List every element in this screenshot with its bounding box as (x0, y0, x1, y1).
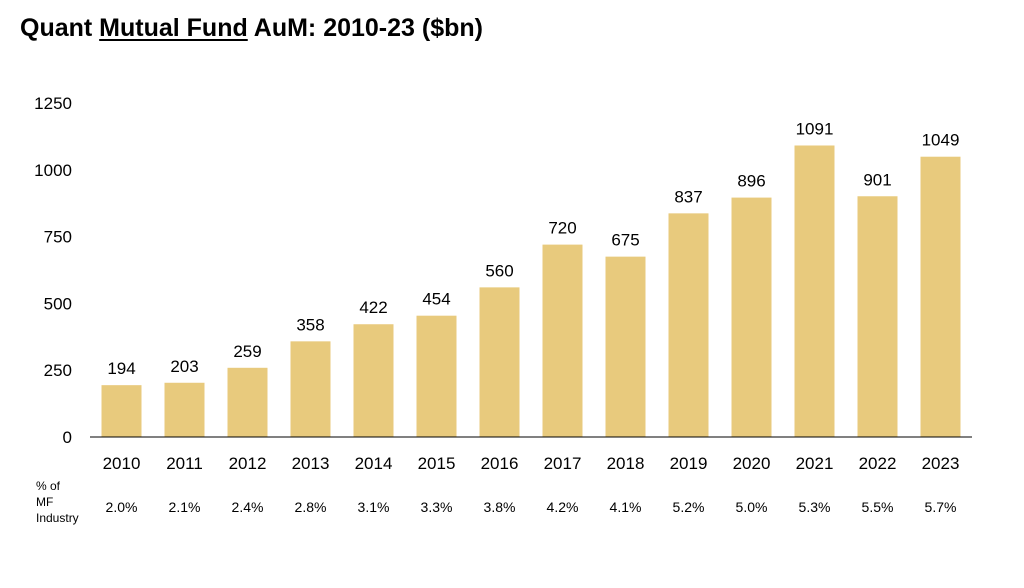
bar (290, 341, 331, 437)
chart-title: Quant Mutual Fund AuM: 2010-23 ($bn) (20, 16, 483, 41)
share-label: 4.2% (547, 499, 579, 515)
share-label: 5.7% (925, 499, 957, 515)
bar (668, 213, 709, 437)
chart-title-prefix: Quant (20, 14, 100, 42)
share-label: 2.0% (106, 499, 138, 515)
y-tick-label: 0 (63, 428, 72, 447)
bar (479, 287, 520, 437)
bar-value-label: 901 (863, 170, 891, 189)
x-tick-label: 2022 (859, 454, 897, 473)
x-tick-label: 2011 (166, 454, 203, 473)
chart-title-suffix: AuM: 2010-23 ($bn) (247, 14, 483, 42)
bar (920, 156, 961, 437)
share-label: 5.3% (799, 499, 831, 515)
bar-value-label: 422 (359, 298, 387, 317)
share-label: 5.2% (673, 499, 705, 515)
bar-value-label: 454 (422, 290, 450, 309)
bar (416, 315, 457, 437)
bar-value-label: 560 (485, 261, 513, 280)
share-label: 2.1% (169, 499, 201, 515)
bar (353, 324, 394, 437)
x-tick-label: 2014 (355, 454, 393, 473)
share-label: 3.1% (358, 499, 390, 515)
bar (227, 367, 268, 437)
x-tick-label: 2010 (103, 454, 141, 473)
x-tick-label: 2021 (796, 454, 834, 473)
x-tick-label: 2015 (418, 454, 456, 473)
chart-title-underlined: Mutual Fund (99, 14, 248, 42)
bar (857, 196, 898, 437)
bar-value-label: 358 (296, 315, 324, 334)
y-tick-label: 1000 (34, 161, 72, 180)
share-label: 3.8% (484, 499, 516, 515)
share-label: 3.3% (421, 499, 453, 515)
bar (101, 385, 142, 437)
x-tick-label: 2023 (922, 454, 960, 473)
bar-value-label: 194 (107, 359, 135, 378)
x-tick-label: 2013 (292, 454, 330, 473)
bar-value-label: 675 (611, 231, 639, 250)
share-label: 5.5% (862, 499, 894, 515)
bar-value-label: 1091 (796, 119, 834, 138)
share-label: 2.8% (295, 499, 327, 515)
share-row-label: % of MF Industry (36, 478, 106, 526)
bar-value-label: 203 (170, 357, 198, 376)
x-tick-label: 2017 (544, 454, 582, 473)
bar (605, 256, 646, 437)
bar (794, 145, 835, 437)
share-label: 5.0% (736, 499, 768, 515)
x-tick-label: 2012 (229, 454, 267, 473)
bar-value-label: 720 (548, 219, 576, 238)
bar (164, 382, 205, 437)
share-label: 4.1% (610, 499, 642, 515)
bar-value-label: 896 (737, 172, 765, 191)
y-tick-label: 500 (44, 294, 72, 313)
bar-value-label: 1049 (922, 131, 960, 150)
y-tick-label: 250 (44, 361, 72, 380)
bar (731, 197, 772, 437)
share-row-label-line: % of (36, 479, 61, 493)
bar (542, 244, 583, 437)
y-tick-label: 750 (44, 228, 72, 247)
share-label: 2.4% (232, 499, 264, 515)
bar-value-label: 837 (674, 187, 702, 206)
x-tick-label: 2018 (607, 454, 645, 473)
bar-value-label: 259 (233, 342, 261, 361)
x-tick-label: 2019 (670, 454, 708, 473)
share-row-label-line: MF (36, 495, 54, 509)
y-tick-label: 1250 (34, 94, 72, 113)
x-tick-label: 2020 (733, 454, 771, 473)
x-tick-label: 2016 (481, 454, 519, 473)
share-row-label-line: Industry (36, 511, 79, 525)
